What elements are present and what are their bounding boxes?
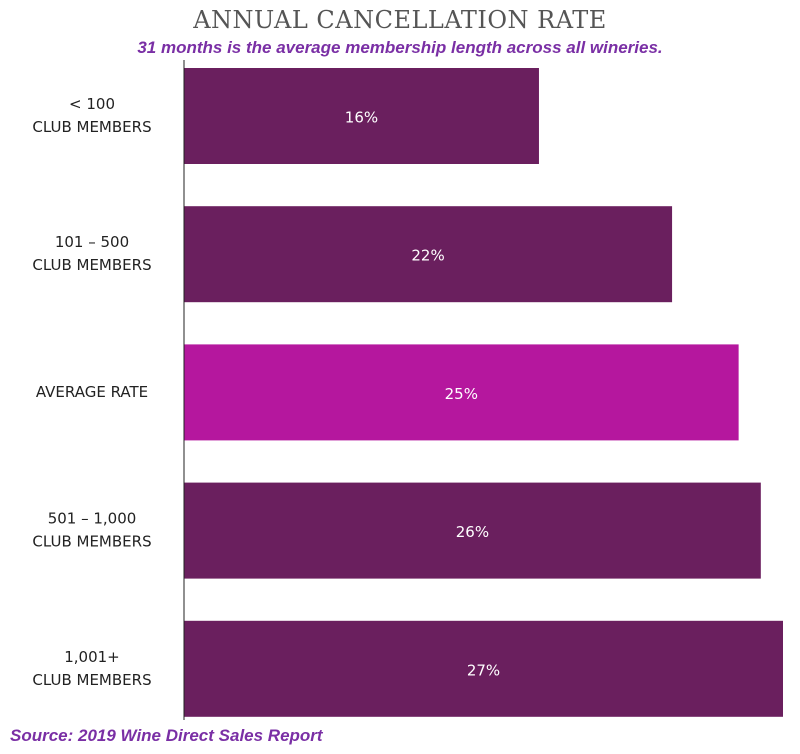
- category-label-1: 101 – 500 CLUB MEMBERS: [32, 233, 151, 274]
- chart-subtitle: 31 months is the average membership leng…: [137, 38, 663, 57]
- source-note: Source: 2019 Wine Direct Sales Report: [10, 726, 323, 745]
- value-label-3: 26%: [456, 523, 489, 541]
- category-label-3: 501 – 1,000 CLUB MEMBERS: [32, 510, 151, 551]
- chart-title: ANNUAL CANCELLATION RATE: [193, 6, 607, 34]
- category-label-2: AVERAGE RATE: [36, 383, 148, 401]
- value-label-1: 22%: [411, 247, 444, 265]
- category-label-0: < 100 CLUB MEMBERS: [32, 95, 151, 136]
- bar-1: [184, 206, 673, 303]
- bar-0: [184, 68, 539, 164]
- value-label-4: 27%: [467, 661, 500, 679]
- bar-3: [184, 482, 761, 579]
- bar-2: [184, 344, 739, 441]
- value-label-2: 25%: [445, 385, 478, 403]
- bar-4: [184, 620, 783, 717]
- category-label-4: 1,001+ CLUB MEMBERS: [32, 648, 151, 689]
- value-label-0: 16%: [345, 109, 378, 127]
